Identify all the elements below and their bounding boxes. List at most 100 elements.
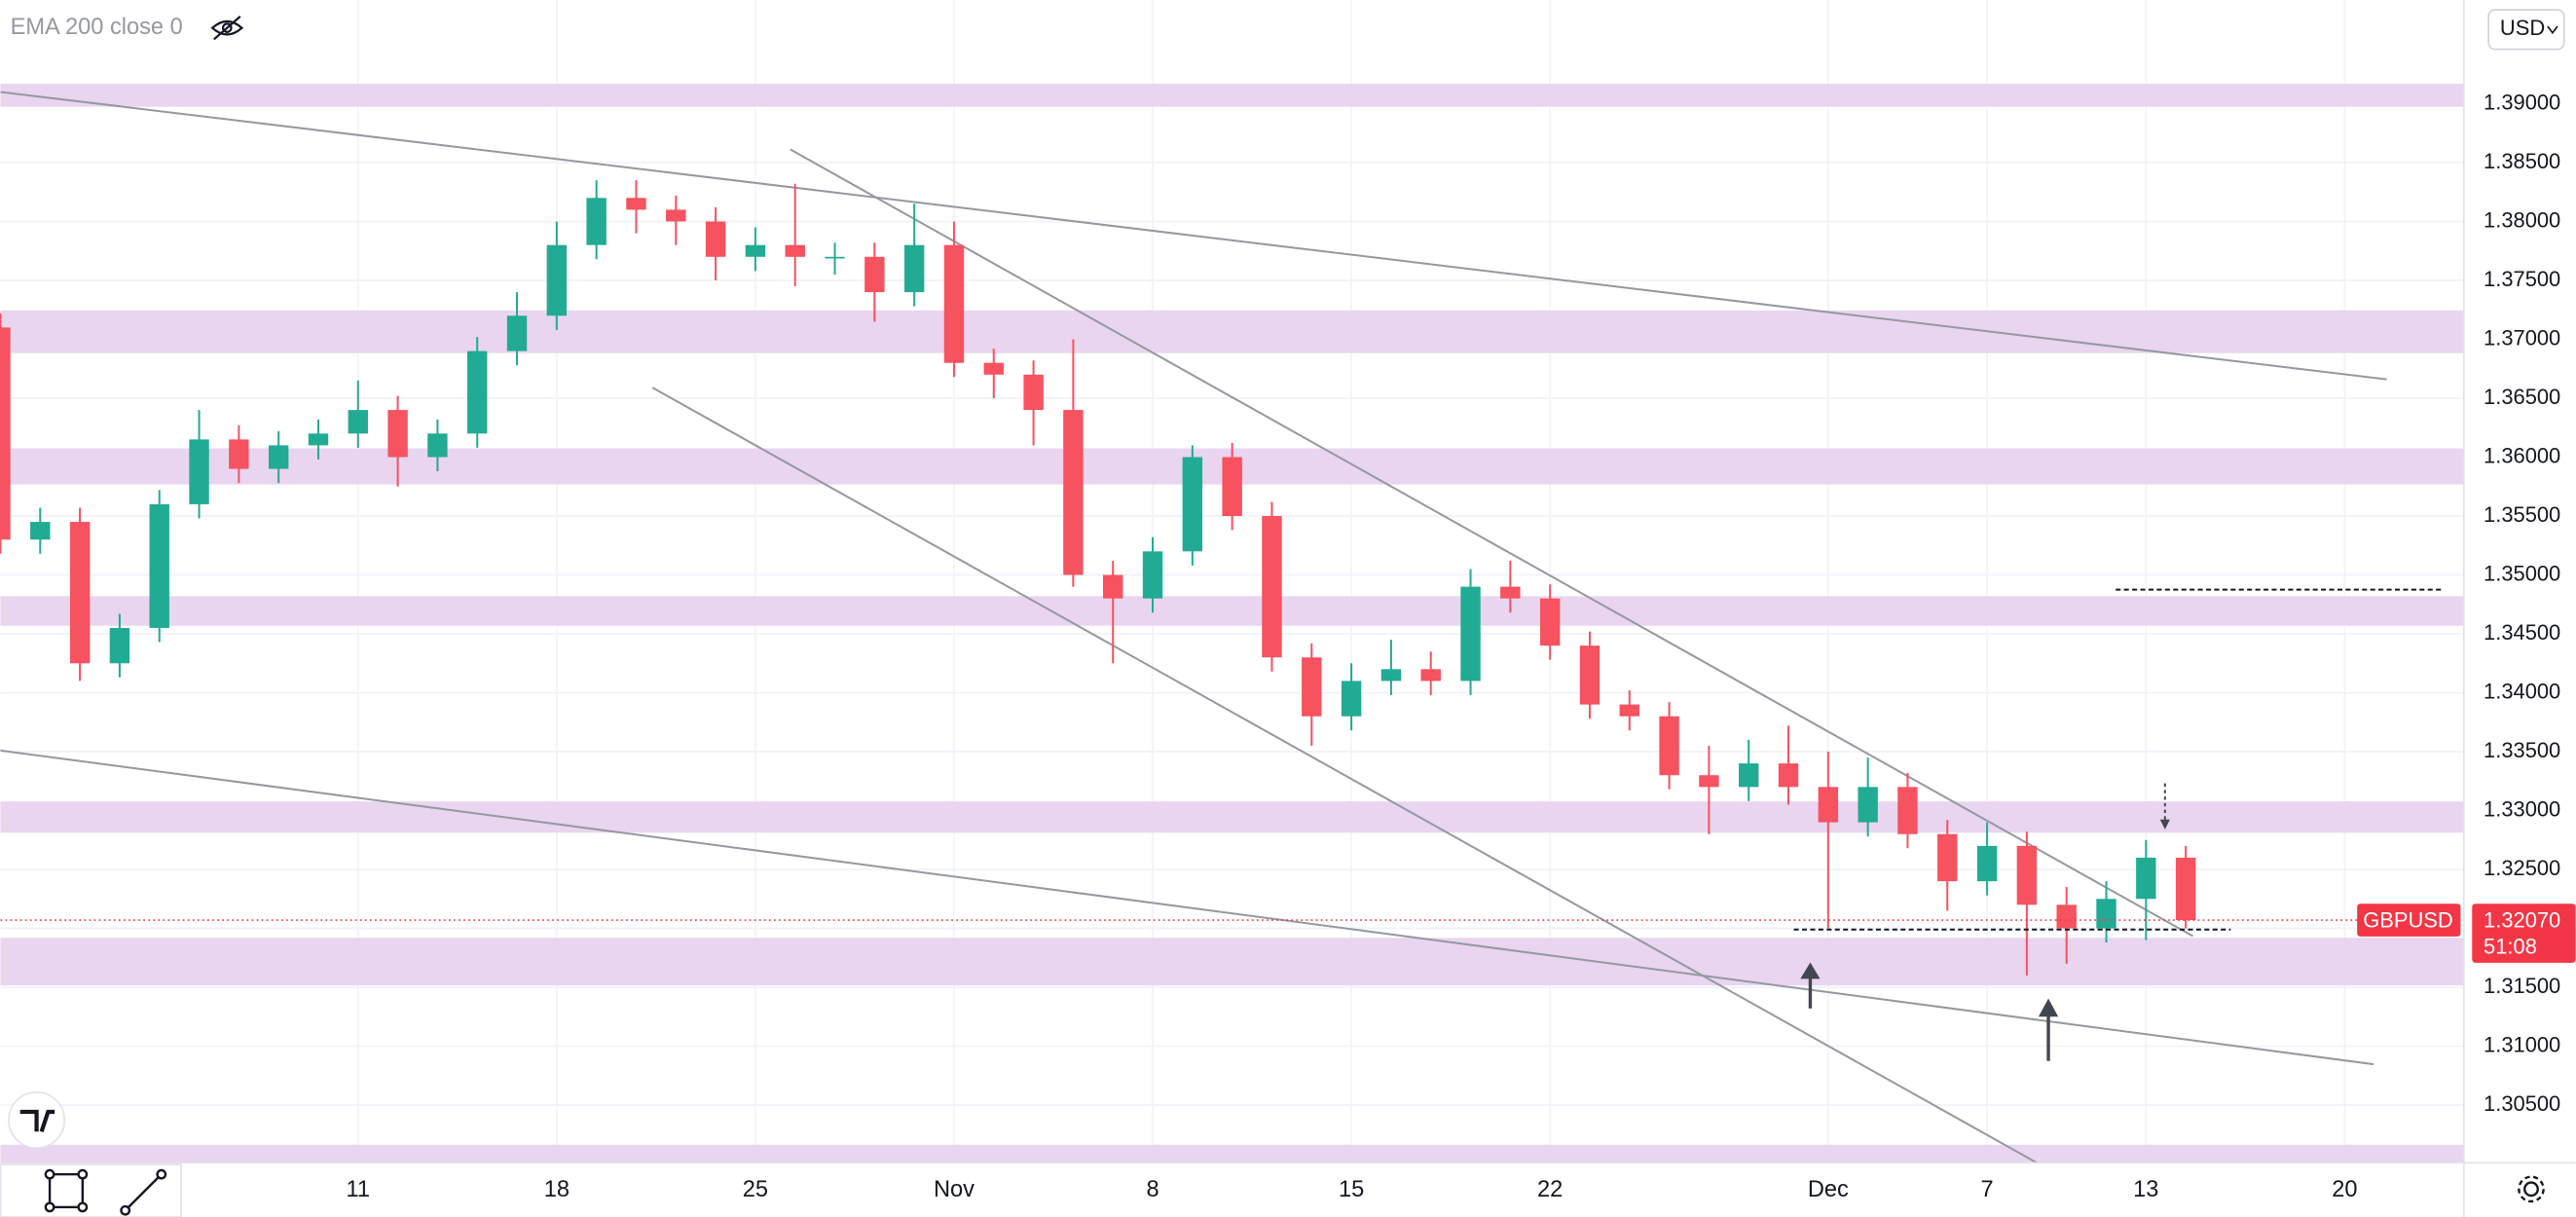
candle-body <box>0 327 11 540</box>
candle-body <box>1420 669 1441 682</box>
candle-body <box>1858 787 1878 823</box>
settings-icon[interactable] <box>2518 1175 2545 1203</box>
candle-body <box>109 627 130 664</box>
zone <box>0 596 2464 626</box>
candle-body <box>546 244 568 316</box>
zone <box>0 801 2464 833</box>
trend-line <box>0 749 2374 1066</box>
candle-body <box>1103 574 1123 599</box>
visibility-icon[interactable] <box>210 16 244 41</box>
candle-body <box>1579 645 1601 705</box>
x-tick-label: 8 <box>1146 1177 1159 1202</box>
candle-body <box>2056 904 2077 929</box>
zone <box>0 1144 2464 1163</box>
candle-body <box>229 439 249 469</box>
candle-body <box>1341 681 1362 717</box>
rectangle-tool[interactable] <box>44 1168 89 1213</box>
candle-body <box>348 410 368 434</box>
price-tag-box <box>2472 904 2576 963</box>
candle-body <box>1778 763 1799 788</box>
currency-button[interactable]: USD <box>2487 9 2565 51</box>
candle-body <box>30 522 51 540</box>
candle-body <box>1937 833 1958 882</box>
y-tick-label: 1.34000 <box>2484 679 2560 703</box>
arrow-head <box>2159 819 2170 830</box>
candle-body <box>506 315 528 351</box>
y-tick-label: 1.35000 <box>2484 561 2560 585</box>
dropdown-icon <box>2547 25 2558 35</box>
candle-body <box>983 362 1004 375</box>
x-tick-label: 11 <box>347 1177 371 1202</box>
y-tick-label: 1.33500 <box>2484 738 2560 762</box>
x-tick-label: 25 <box>743 1177 768 1202</box>
candle-body <box>2096 899 2116 929</box>
arrow-head <box>2038 998 2059 1017</box>
candle-body <box>1182 457 1203 552</box>
x-tick-label: Dec <box>1808 1177 1849 1202</box>
symbol-tag <box>2357 904 2461 937</box>
trend-line <box>0 91 2387 381</box>
y-tick-label: 1.30500 <box>2484 1091 2560 1116</box>
x-tick-label: 18 <box>544 1177 570 1202</box>
x-tick-label: 7 <box>1981 1177 1994 1202</box>
drawing-toolbar <box>0 1163 182 1217</box>
arrow-head <box>1800 962 1821 979</box>
y-tick-label: 1.33000 <box>2484 796 2560 821</box>
x-tick-label: 20 <box>2332 1177 2357 1202</box>
y-tick-label: 1.34500 <box>2484 620 2560 645</box>
candle-body <box>1500 586 1521 599</box>
price-tag-label: 1.32070 <box>2484 908 2560 933</box>
candle-body <box>387 410 408 458</box>
candle-body <box>467 350 488 434</box>
trend-line <box>651 387 2038 1164</box>
currency-label: USD <box>2500 16 2545 40</box>
candle-body <box>1659 716 1679 776</box>
candle-body <box>1023 374 1044 411</box>
zone <box>0 310 2464 353</box>
candle-body <box>586 198 607 245</box>
symbol-label: GBPUSD <box>2363 908 2453 933</box>
y-tick-label: 1.35500 <box>2484 502 2560 527</box>
candle-body <box>1380 669 1402 682</box>
x-tick-label: 13 <box>2133 1177 2158 1202</box>
candle-body <box>943 244 965 363</box>
candle-body <box>1619 704 1639 717</box>
candle-body <box>149 503 169 628</box>
candle-body <box>69 522 91 664</box>
zone <box>0 938 2464 986</box>
trend-line-tool[interactable] <box>120 1168 167 1216</box>
y-tick-label: 1.37500 <box>2484 267 2560 291</box>
candle-body <box>1699 775 1719 788</box>
candle-body <box>1222 457 1242 517</box>
time-axis <box>0 1162 2576 1217</box>
candle-body <box>427 433 448 458</box>
candle-body <box>1539 598 1561 646</box>
trend-line <box>790 148 2193 938</box>
candle-body <box>1818 787 1839 823</box>
y-tick-label: 1.32500 <box>2484 856 2560 880</box>
candle-body <box>268 445 289 469</box>
x-tick-label: 22 <box>1537 1177 1563 1202</box>
y-tick-label: 1.36500 <box>2484 385 2560 409</box>
indicator-legend: EMA 200 close 0 <box>11 15 183 40</box>
candle-body <box>1142 551 1163 599</box>
candle-body <box>903 244 925 293</box>
candle-body <box>865 256 885 293</box>
y-tick-label: 1.31500 <box>2484 974 2560 998</box>
candles <box>0 180 2196 976</box>
y-tick-label: 1.36000 <box>2484 443 2560 467</box>
y-tick-label: 1.31000 <box>2484 1032 2560 1056</box>
toolbar <box>0 1163 182 1217</box>
candle-body <box>1976 845 1998 882</box>
candle-body <box>1460 586 1481 682</box>
candle-body <box>666 209 686 222</box>
candle-body <box>1262 516 1282 658</box>
price-axis <box>2463 0 2576 1217</box>
logo-mark <box>19 1109 55 1132</box>
candle-body <box>189 439 209 504</box>
candle-body <box>1897 787 1918 834</box>
y-tick-label: 1.38000 <box>2484 207 2560 232</box>
